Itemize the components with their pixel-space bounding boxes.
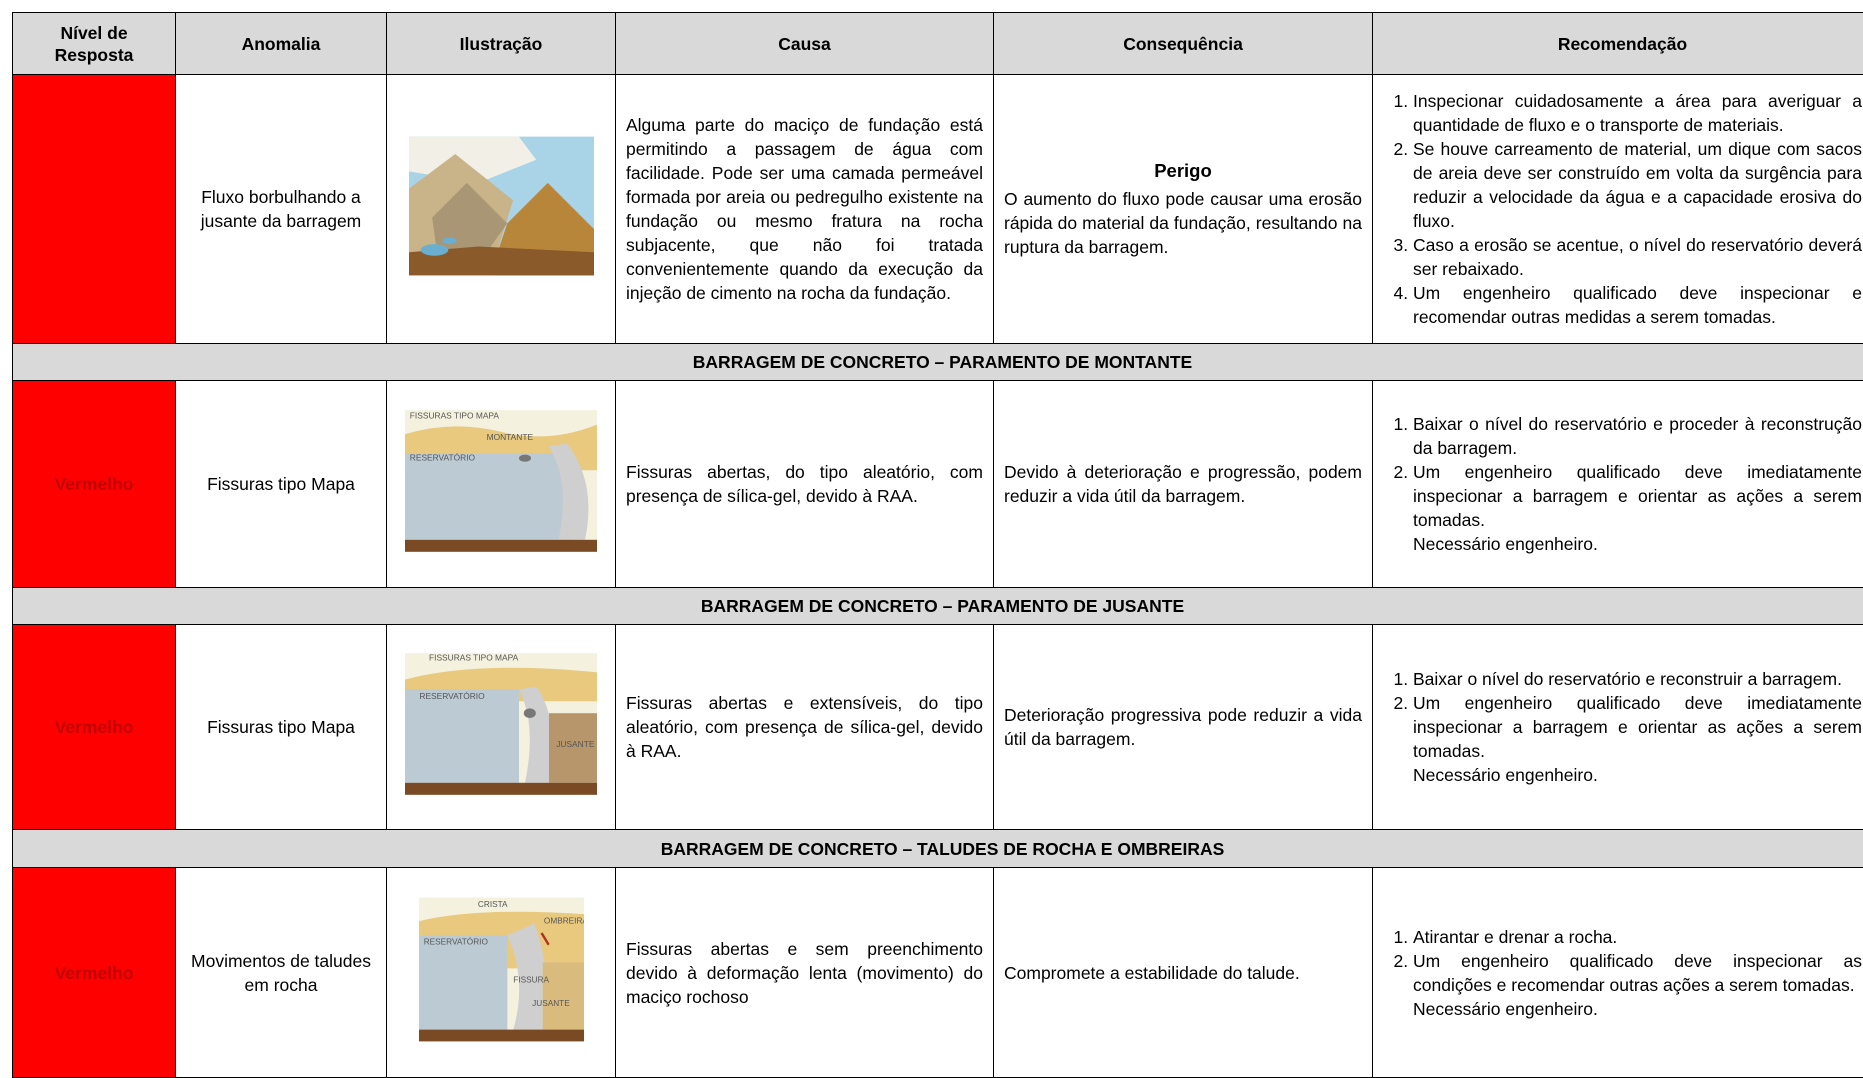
illustration-label: RESERVATÓRIO xyxy=(423,937,488,947)
recommendation-item: Se houve carreamento de material, um diq… xyxy=(1413,137,1862,233)
recommendation-item: Um engenheiro qualificado deve inspecion… xyxy=(1413,949,1862,997)
response-level xyxy=(13,75,176,344)
column-header: Anomalia xyxy=(176,13,387,75)
recommendation-item: Um engenheiro qualificado deve inspecion… xyxy=(1413,281,1862,329)
cause: Fissuras abertas e sem preenchimento dev… xyxy=(616,868,994,1078)
illustration-cell: FISSURAS TIPO MAPA RESERVATÓRIO JUSANTE xyxy=(387,625,616,830)
data-row: Fluxo borbulhando a jusante da barragem … xyxy=(13,75,1863,344)
illustration-label: RESERVATÓRIO xyxy=(410,453,476,463)
recommendation-item: Caso a erosão se acentue, o nível do res… xyxy=(1413,233,1862,281)
section-row: BARRAGEM DE CONCRETO – TALUDES DE ROCHA … xyxy=(13,830,1863,868)
recommendation-item: Um engenheiro qualificado deve imediatam… xyxy=(1413,691,1862,763)
recommendation-item: Atirantar e drenar a rocha. xyxy=(1413,925,1862,949)
response-level: Vermelho xyxy=(13,868,176,1078)
column-header: Causa xyxy=(616,13,994,75)
recommendation-note: Necessário engenheiro. xyxy=(1383,997,1862,1021)
recommendation: Inspecionar cuidadosamente a área para a… xyxy=(1373,75,1863,344)
consequence-text: Compromete a estabilidade do talude. xyxy=(1004,961,1362,985)
consequence-text: O aumento do fluxo pode causar uma erosã… xyxy=(1004,187,1362,259)
section-row: BARRAGEM DE CONCRETO – PARAMENTO DE MONT… xyxy=(13,344,1863,381)
column-header: Ilustração xyxy=(387,13,616,75)
illustration-cell: CRISTA OMBREIRA RESERVATÓRIO FISSURA JUSANTE xyxy=(387,868,616,1078)
response-level: Vermelho xyxy=(13,625,176,830)
recommendation-item: Baixar o nível do reservatório e procede… xyxy=(1413,412,1862,460)
recommendation-list: Baixar o nível do reservatório e reconst… xyxy=(1383,667,1862,763)
consequence-text: Devido à deterioração e progressão, pode… xyxy=(1004,460,1362,508)
illustration-label: FISSURA xyxy=(513,975,549,984)
recommendation: Baixar o nível do reservatório e reconst… xyxy=(1373,625,1863,830)
illustration-label: MONTANTE xyxy=(487,432,534,442)
illustration: FISSURAS TIPO MAPA MONTANTE RESERVATÓRIO xyxy=(405,410,597,552)
anomaly: Fissuras tipo Mapa xyxy=(176,625,387,830)
illustration-label: FISSURAS TIPO MAPA xyxy=(410,411,500,421)
consequence: Compromete a estabilidade do talude. xyxy=(994,868,1373,1078)
recommendation-note: Necessário engenheiro. xyxy=(1383,763,1862,787)
section-row: BARRAGEM DE CONCRETO – PARAMENTO DE JUSA… xyxy=(13,588,1863,625)
illustration-cell: FISSURAS TIPO MAPA MONTANTE RESERVATÓRIO xyxy=(387,381,616,588)
illustration xyxy=(409,135,594,277)
response-level: Vermelho xyxy=(13,381,176,588)
illustration-label: JUSANTE xyxy=(532,999,570,1008)
recommendation: Atirantar e drenar a rocha.Um engenheiro… xyxy=(1373,868,1863,1078)
section-title: BARRAGEM DE CONCRETO – PARAMENTO DE JUSA… xyxy=(13,588,1863,625)
illustration-label: RESERVATÓRIO xyxy=(419,691,485,701)
column-header: Nível de Resposta xyxy=(13,13,176,75)
illustration: CRISTA OMBREIRA RESERVATÓRIO FISSURA JUSANTE xyxy=(419,897,584,1042)
recommendation-item: Inspecionar cuidadosamente a área para a… xyxy=(1413,89,1862,137)
anomaly: Fissuras tipo Mapa xyxy=(176,381,387,588)
consequence-text: Deterioração progressiva pode reduzir a … xyxy=(1004,703,1362,751)
recommendation: Baixar o nível do reservatório e procede… xyxy=(1373,381,1863,588)
consequence-title: Perigo xyxy=(1004,159,1362,183)
section-title: BARRAGEM DE CONCRETO – PARAMENTO DE MONT… xyxy=(13,344,1863,381)
consequence: Devido à deterioração e progressão, pode… xyxy=(994,381,1373,588)
illustration-label: OMBREIRA xyxy=(543,917,583,926)
recommendation-item: Baixar o nível do reservatório e reconst… xyxy=(1413,667,1862,691)
recommendation-note: Necessário engenheiro. xyxy=(1383,532,1862,556)
cause: Fissuras abertas, do tipo aleatório, com… xyxy=(616,381,994,588)
consequence: Perigo O aumento do fluxo pode causar uma… xyxy=(994,75,1373,344)
column-header: Recomendação xyxy=(1373,13,1863,75)
illustration-label: FISSURAS TIPO MAPA xyxy=(429,653,519,662)
column-header: Consequência xyxy=(994,13,1373,75)
illustration-cell xyxy=(387,75,616,344)
cause: Fissuras abertas e extensíveis, do tipo … xyxy=(616,625,994,830)
recommendation-list: Inspecionar cuidadosamente a área para a… xyxy=(1383,89,1862,329)
anomaly: Fluxo borbulhando a jusante da barragem xyxy=(176,75,387,344)
cause: Alguma parte do maciço de fundação está … xyxy=(616,75,994,344)
recommendation-list: Atirantar e drenar a rocha.Um engenheiro… xyxy=(1383,925,1862,997)
illustration: FISSURAS TIPO MAPA RESERVATÓRIO JUSANTE xyxy=(405,653,597,795)
illustration-label: JUSANTE xyxy=(556,739,595,749)
recommendation-list: Baixar o nível do reservatório e procede… xyxy=(1383,412,1862,532)
illustration-label: CRISTA xyxy=(477,900,507,909)
section-title: BARRAGEM DE CONCRETO – TALUDES DE ROCHA … xyxy=(13,830,1863,868)
consequence: Deterioração progressiva pode reduzir a … xyxy=(994,625,1373,830)
recommendation-item: Um engenheiro qualificado deve imediatam… xyxy=(1413,460,1862,532)
anomaly: Movimentos de taludes em rocha xyxy=(176,868,387,1078)
